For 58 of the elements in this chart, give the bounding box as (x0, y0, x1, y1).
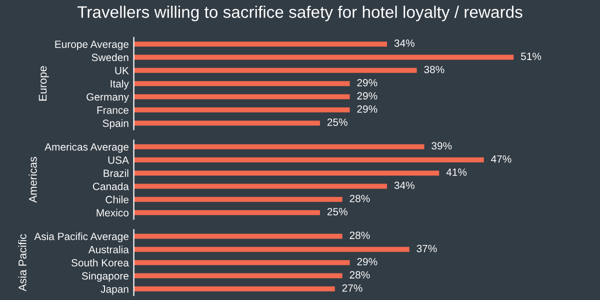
bar (134, 54, 514, 60)
data-label: 27% (342, 284, 362, 292)
data-label: 34% (394, 40, 414, 47)
bar (134, 120, 320, 126)
y-tick-label: Asia Pacific Average (34, 232, 128, 242)
bar (134, 273, 342, 278)
data-label: 29% (357, 79, 378, 86)
y-axis-title: Asia Pacific (18, 234, 26, 292)
chart-title: Travellers willing to sacrifice safety for hotel loyalty / rewards (77, 6, 522, 22)
bar (134, 81, 350, 86)
y-tick-label: Australia (88, 246, 129, 254)
y-tick-label: Europe Average (55, 40, 128, 50)
bar (134, 42, 388, 47)
bar (134, 68, 417, 73)
data-label: 38% (424, 66, 444, 74)
data-label: 28% (350, 232, 370, 240)
data-label: 28% (350, 271, 370, 279)
data-label: 29% (357, 258, 378, 266)
y-tick-label: Mexico (96, 208, 129, 216)
y-tick-label: Brazil (104, 169, 128, 177)
data-label: 25% (327, 118, 348, 126)
bar (134, 107, 350, 112)
y-tick-label: Canada (92, 182, 129, 190)
bar (134, 260, 350, 266)
y-tick-label: Italy (110, 80, 129, 90)
bar (134, 144, 424, 150)
y-tick-label: France (97, 106, 128, 114)
bar (134, 286, 335, 292)
data-label: 28% (350, 194, 370, 202)
y-tick-label: Japan (100, 286, 128, 295)
data-label: 25% (327, 208, 348, 216)
data-label: 39% (432, 142, 452, 150)
y-tick-label: Chile (106, 196, 128, 204)
bar (134, 170, 440, 176)
bar (134, 196, 342, 202)
y-axis-title: Europe (38, 66, 49, 101)
bar (134, 210, 320, 216)
y-tick-label: Singapore (82, 272, 128, 282)
data-label: 51% (520, 52, 542, 60)
y-axis-title: Americas (28, 156, 37, 203)
data-label: 41% (446, 168, 467, 176)
y-tick-label: South Korea (72, 258, 129, 266)
bar (134, 157, 484, 162)
y-tick-label: USA (108, 156, 129, 164)
data-label: 37% (416, 244, 437, 252)
y-tick-label: UK (115, 67, 129, 74)
bar (134, 94, 350, 100)
data-label: 29% (357, 92, 378, 100)
bar (134, 246, 410, 252)
data-label: 34% (394, 182, 414, 190)
data-label: 29% (357, 105, 378, 113)
bar (134, 234, 342, 239)
data-label: 47% (491, 155, 512, 163)
y-tick-label: Spain (102, 119, 128, 130)
y-tick-label: Sweden (92, 53, 128, 62)
y-tick-label: Americas Average (44, 142, 128, 153)
bar (134, 184, 388, 189)
y-tick-label: Germany (86, 93, 129, 103)
